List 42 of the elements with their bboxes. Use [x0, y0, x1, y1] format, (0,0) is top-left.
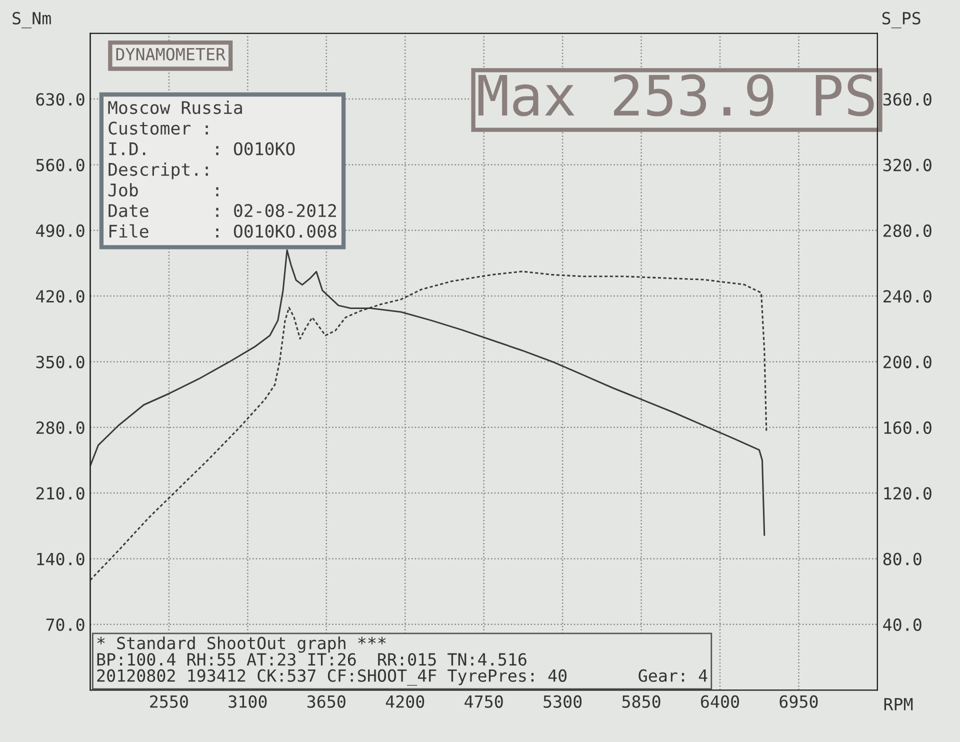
x-tick-label: 4750: [464, 695, 503, 708]
annotation: BP:100.4 RH:55 AT:23 IT:26 RR:015 TN:4.516: [97, 653, 526, 666]
y2-tick-label: 80.0: [883, 552, 922, 566]
y-tick-label: 560.0: [36, 158, 84, 172]
x-tick-label: 5300: [544, 695, 582, 708]
x-tick-label: 3100: [228, 695, 267, 708]
y-tick-label: 70.0: [46, 618, 84, 632]
y2-tick-label: 200.0: [884, 356, 932, 368]
text: Max 253.9 PS: [478, 74, 874, 116]
y-tick-label: 490.0: [36, 224, 84, 238]
y-tick-label: 210.0: [36, 487, 84, 500]
y2-tick-label: 280.0: [884, 224, 932, 238]
x-tick-label: 4200: [386, 695, 424, 708]
annotation: 20120802 193412 CK:537 CF:SHOOT_4F TyrePres: 40 Gear: 4: [97, 669, 708, 686]
annotation: * Standard ShootOut graph ***: [97, 636, 386, 653]
y2-axis-title: S_PS: [882, 12, 920, 28]
annotation: Descript.:: [108, 162, 208, 180]
y2-tick-label: 40.0: [883, 618, 922, 632]
y-tick-label: 280.0: [36, 421, 84, 434]
annotation: DYNAMOMETER: [116, 48, 226, 61]
annotation: Customer :: [108, 122, 208, 135]
y2-tick-label: 120.0: [884, 487, 932, 500]
x-tick-label: 6950: [780, 695, 818, 708]
y2-tick-label: 240.0: [884, 290, 932, 303]
annotation: File : O010KO.008: [109, 224, 336, 238]
y-tick-label: 630.0: [36, 93, 84, 106]
x-axis-title: RPM: [884, 698, 913, 710]
y-tick-label: 420.0: [36, 290, 84, 303]
x-tick-label: 5850: [622, 695, 660, 708]
x-tick-label: 6400: [701, 695, 739, 708]
y-tick-label: 350.0: [36, 356, 84, 368]
y-tick-label: 140.0: [37, 552, 84, 566]
y2-tick-label: 360.0: [883, 93, 932, 106]
annotation: Moscow Russia: [108, 100, 242, 114]
y2-tick-label: 320.0: [883, 158, 932, 172]
y-axis-title: S_Nm: [12, 12, 51, 28]
x-tick-label: 3650: [307, 695, 346, 708]
annotation: I.D. : O010KO: [109, 142, 295, 156]
annotation: Date : 02-08-2012: [108, 204, 336, 218]
annotation: Job :: [108, 183, 218, 197]
y2-tick-label: 160.0: [884, 421, 932, 434]
x-tick-label: 2550: [150, 695, 188, 708]
